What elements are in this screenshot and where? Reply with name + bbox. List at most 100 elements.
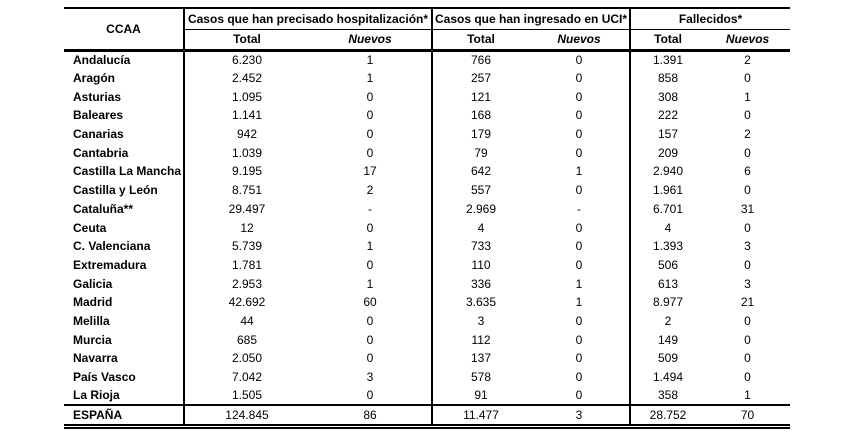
cell-hosp-new: 0 (366, 257, 374, 272)
table-row: C. Valenciana 5.739 1 733 0 1.393 3 (64, 236, 790, 256)
cell-hosp-total: 5.739 (183, 236, 309, 256)
cell-deaths-total: 209 (629, 143, 706, 163)
cell-deaths-new: 0 (744, 71, 751, 86)
cell-icu-new: 0 (575, 257, 583, 272)
cell-icu-total: 112 (431, 330, 529, 349)
cell-icu-total: 168 (431, 106, 529, 125)
cell-hosp-total: 6.230 (183, 50, 309, 69)
cell-icu-new: 0 (575, 108, 583, 123)
cell-deaths-total: 358 (629, 386, 706, 406)
header-ccaa: CCAA (106, 21, 141, 36)
total-cell-deaths-new: 70 (740, 407, 755, 422)
cell-hosp-total: 2.050 (183, 349, 309, 368)
row-label: Cataluña** (73, 201, 134, 216)
cell-deaths-total: 1.391 (629, 50, 706, 69)
cell-icu-total: 179 (431, 124, 529, 144)
cell-icu-total: 336 (431, 274, 529, 293)
cell-hosp-new: 0 (366, 351, 374, 366)
row-label: Canarias (73, 127, 124, 142)
subheader-fallecidos-total: Total (629, 29, 706, 50)
cell-hosp-new: 0 (366, 89, 374, 104)
cell-hosp-new: 0 (366, 388, 374, 403)
cell-icu-new: 0 (575, 388, 583, 403)
cell-deaths-new: 2 (744, 127, 751, 142)
cell-icu-new: 1 (575, 164, 583, 179)
cell-deaths-new: 0 (744, 145, 751, 160)
cell-deaths-new: 0 (744, 332, 751, 347)
table-row: Canarias 942 0 179 0 157 2 (64, 124, 790, 144)
table-row: Madrid 42.692 60 3.635 1 8.977 21 (64, 292, 790, 312)
cell-icu-total: 137 (431, 349, 529, 368)
cell-icu-total: 4 (431, 218, 529, 237)
cell-icu-total: 766 (431, 50, 529, 69)
cell-deaths-new: 0 (744, 351, 751, 366)
cell-deaths-new: 3 (744, 276, 751, 291)
cell-icu-total: 3.635 (431, 292, 529, 312)
cell-icu-new: 0 (575, 220, 583, 235)
cell-icu-new: 0 (575, 71, 583, 86)
cell-deaths-total: 149 (629, 330, 706, 349)
cell-icu-total: 3 (431, 311, 529, 331)
header-group-uci: Casos que han ingresado en UCI* (430, 8, 631, 30)
cell-hosp-new: 0 (366, 313, 374, 328)
cell-deaths-new: 1 (744, 89, 751, 104)
cell-icu-total: 578 (431, 367, 529, 387)
table-row: Navarra 2.050 0 137 0 509 0 (64, 349, 790, 368)
cell-hosp-total: 7.042 (183, 367, 309, 387)
cell-deaths-total: 4 (629, 218, 706, 237)
table-row: Ceuta 12 0 4 0 4 0 (64, 218, 790, 237)
total-cell-icu-new: 3 (575, 407, 583, 422)
cell-deaths-total: 613 (629, 274, 706, 293)
cell-deaths-total: 858 (629, 68, 706, 88)
cell-hosp-new: 1 (366, 276, 374, 291)
subheader-hosp-total: Total (183, 29, 309, 50)
cell-hosp-total: 1.505 (183, 386, 309, 406)
cell-hosp-new: 60 (363, 295, 377, 310)
cell-hosp-new: 1 (366, 53, 374, 68)
cell-hosp-new: 0 (366, 145, 374, 160)
total-cell-hosp-total: 124.845 (183, 405, 309, 427)
row-label: La Rioja (73, 388, 120, 403)
row-label: Murcia (73, 332, 112, 347)
table-row: Castilla y León 8.751 2 557 0 1.961 0 (64, 180, 790, 200)
row-label: C. Valenciana (73, 239, 151, 254)
header-group-hospitalizacion: Casos que han precisado hospitalización* (183, 8, 432, 30)
cell-icu-new: 0 (575, 351, 583, 366)
cell-hosp-total: 685 (183, 330, 309, 349)
cell-icu-total: 91 (431, 386, 529, 406)
cell-hosp-total: 1.141 (183, 106, 309, 125)
subheader-uci-total: Total (431, 29, 529, 50)
table-row: Galicia 2.953 1 336 1 613 3 (64, 274, 790, 293)
cell-icu-new: 0 (575, 313, 583, 328)
cell-icu-total: 2.969 (431, 199, 529, 219)
cell-icu-new: 1 (575, 295, 583, 310)
cell-deaths-new: 1 (744, 388, 751, 403)
cell-deaths-total: 506 (629, 255, 706, 275)
table-row: Baleares 1.141 0 168 0 222 0 (64, 106, 790, 125)
table-row: País Vasco 7.042 3 578 0 1.494 0 (64, 367, 790, 387)
cell-icu-new: 0 (575, 145, 583, 160)
cell-hosp-total: 29.497 (183, 199, 309, 219)
cell-hosp-total: 12 (183, 218, 309, 237)
cell-icu-new: - (577, 201, 581, 216)
total-cell-hosp-new: 86 (363, 407, 377, 422)
table-footer: ESPAÑA 124.845 86 11.477 3 28.752 70 (64, 405, 791, 427)
cell-deaths-total: 1.961 (629, 180, 706, 200)
row-label: Ceuta (73, 220, 107, 235)
row-label: Castilla y León (73, 183, 158, 198)
cell-deaths-new: 0 (744, 370, 751, 385)
subheader-fallecidos-nuevos: Nuevos (725, 32, 770, 46)
cell-hosp-new: 3 (366, 370, 374, 385)
cell-deaths-new: 0 (744, 313, 751, 328)
cell-hosp-new: 0 (366, 220, 374, 235)
table-row: Andalucía 6.230 1 766 0 1.391 2 (64, 50, 790, 69)
cell-hosp-new: 2 (366, 183, 374, 198)
cell-hosp-total: 2.452 (183, 68, 309, 88)
cell-deaths-new: 0 (744, 220, 751, 235)
cell-hosp-new: - (368, 201, 372, 216)
cell-icu-new: 0 (575, 370, 583, 385)
table-row: Cantabria 1.039 0 79 0 209 0 (64, 143, 790, 163)
cell-icu-new: 0 (575, 89, 583, 104)
cell-deaths-new: 2 (744, 53, 751, 68)
table-header: CCAA Casos que han precisado hospitaliza… (64, 8, 791, 50)
